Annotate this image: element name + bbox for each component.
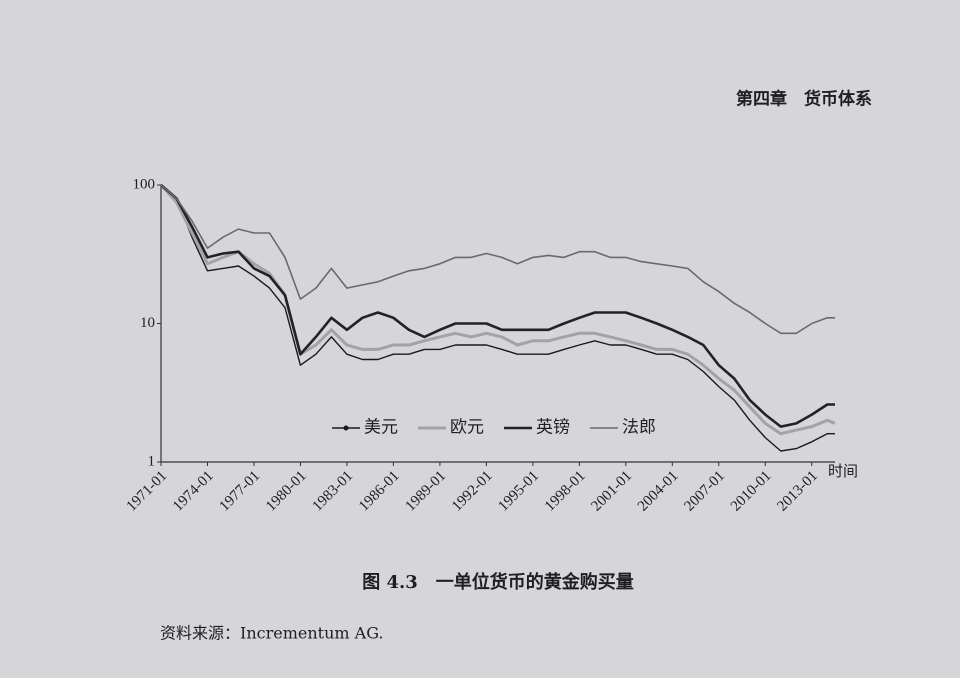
legend-label: 欧元 <box>450 418 484 438</box>
legend-label: 法郎 <box>622 418 656 438</box>
caption: 图 4.3 一单位货币的黄金购买量 <box>362 571 634 593</box>
legend-label: 美元 <box>364 418 398 438</box>
legend-label: 英镑 <box>536 418 570 438</box>
source: 资料来源：Incrementum AG. <box>160 624 384 643</box>
y-tick-label: 100 <box>133 176 156 192</box>
y-tick-label: 1 <box>148 453 156 469</box>
series-line <box>160 184 835 428</box>
y-tick-label: 10 <box>140 315 155 331</box>
legend-marker <box>343 425 349 431</box>
series-line <box>160 184 835 335</box>
x-axis-label: 时间 <box>828 462 858 480</box>
series-line <box>160 184 835 452</box>
page-header: 第四章 货币体系 <box>736 89 872 110</box>
